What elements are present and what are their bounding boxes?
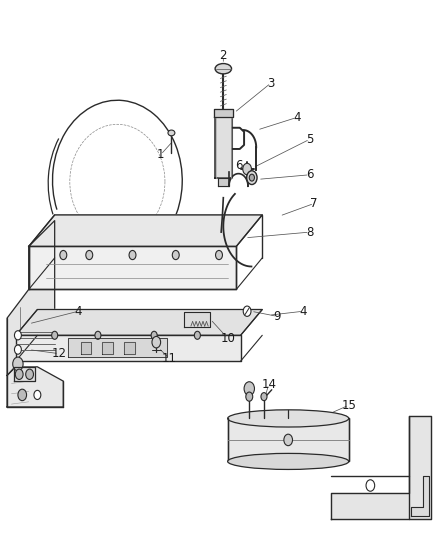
Polygon shape (7, 221, 55, 375)
Circle shape (14, 345, 21, 354)
Circle shape (261, 393, 267, 401)
Circle shape (247, 171, 257, 184)
Circle shape (151, 332, 157, 340)
Text: 11: 11 (162, 352, 177, 365)
Circle shape (26, 369, 33, 379)
Circle shape (249, 174, 254, 181)
Circle shape (52, 332, 58, 340)
Circle shape (129, 251, 136, 260)
Polygon shape (16, 310, 262, 335)
Text: 8: 8 (306, 225, 314, 239)
Polygon shape (14, 367, 35, 381)
Circle shape (86, 251, 93, 260)
Text: 5: 5 (306, 133, 314, 146)
Text: 6: 6 (235, 159, 242, 172)
Text: 12: 12 (52, 347, 67, 360)
Ellipse shape (168, 130, 175, 136)
Ellipse shape (228, 410, 349, 427)
Circle shape (14, 330, 21, 340)
Polygon shape (102, 342, 113, 353)
Text: 9: 9 (274, 310, 281, 323)
Circle shape (215, 251, 223, 260)
Circle shape (243, 306, 251, 317)
Text: 1: 1 (157, 148, 164, 161)
Text: 13: 13 (250, 418, 265, 431)
Polygon shape (184, 312, 210, 327)
Polygon shape (16, 335, 240, 361)
Polygon shape (67, 338, 167, 357)
Text: 2: 2 (219, 49, 227, 62)
Circle shape (284, 434, 293, 446)
Circle shape (246, 392, 253, 401)
Circle shape (366, 480, 374, 491)
Text: 4: 4 (300, 305, 307, 318)
Polygon shape (411, 476, 429, 516)
Text: 3: 3 (267, 77, 275, 90)
Polygon shape (218, 177, 229, 186)
Polygon shape (124, 342, 134, 353)
Circle shape (34, 390, 41, 400)
Circle shape (60, 251, 67, 260)
Text: 10: 10 (220, 332, 235, 345)
Text: 14: 14 (261, 377, 276, 391)
Polygon shape (81, 342, 92, 353)
Polygon shape (215, 117, 232, 177)
Circle shape (152, 336, 161, 348)
Polygon shape (7, 367, 64, 407)
Text: 15: 15 (341, 399, 356, 411)
Polygon shape (29, 215, 262, 246)
Circle shape (194, 332, 201, 340)
Ellipse shape (228, 454, 349, 470)
Text: 7: 7 (311, 197, 318, 210)
Circle shape (243, 163, 251, 175)
Text: 4: 4 (75, 305, 82, 318)
Polygon shape (332, 416, 431, 519)
Circle shape (95, 332, 101, 340)
Text: 6: 6 (306, 168, 314, 181)
Circle shape (244, 382, 254, 395)
Circle shape (13, 357, 23, 371)
Circle shape (15, 369, 23, 379)
Text: 4: 4 (293, 111, 300, 124)
Circle shape (18, 389, 27, 401)
Polygon shape (228, 418, 349, 462)
Circle shape (172, 251, 179, 260)
Polygon shape (214, 109, 233, 117)
Ellipse shape (215, 63, 232, 74)
Polygon shape (29, 246, 236, 289)
